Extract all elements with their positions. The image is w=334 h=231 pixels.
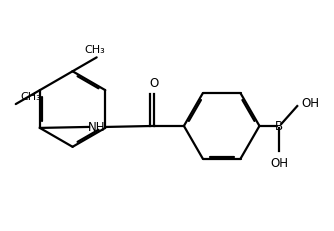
Text: OH: OH bbox=[270, 156, 288, 169]
Text: B: B bbox=[275, 120, 283, 133]
Text: CH₃: CH₃ bbox=[21, 92, 41, 102]
Text: CH₃: CH₃ bbox=[84, 45, 105, 55]
Text: OH: OH bbox=[301, 96, 319, 109]
Text: O: O bbox=[149, 77, 159, 90]
Text: NH: NH bbox=[88, 121, 106, 134]
